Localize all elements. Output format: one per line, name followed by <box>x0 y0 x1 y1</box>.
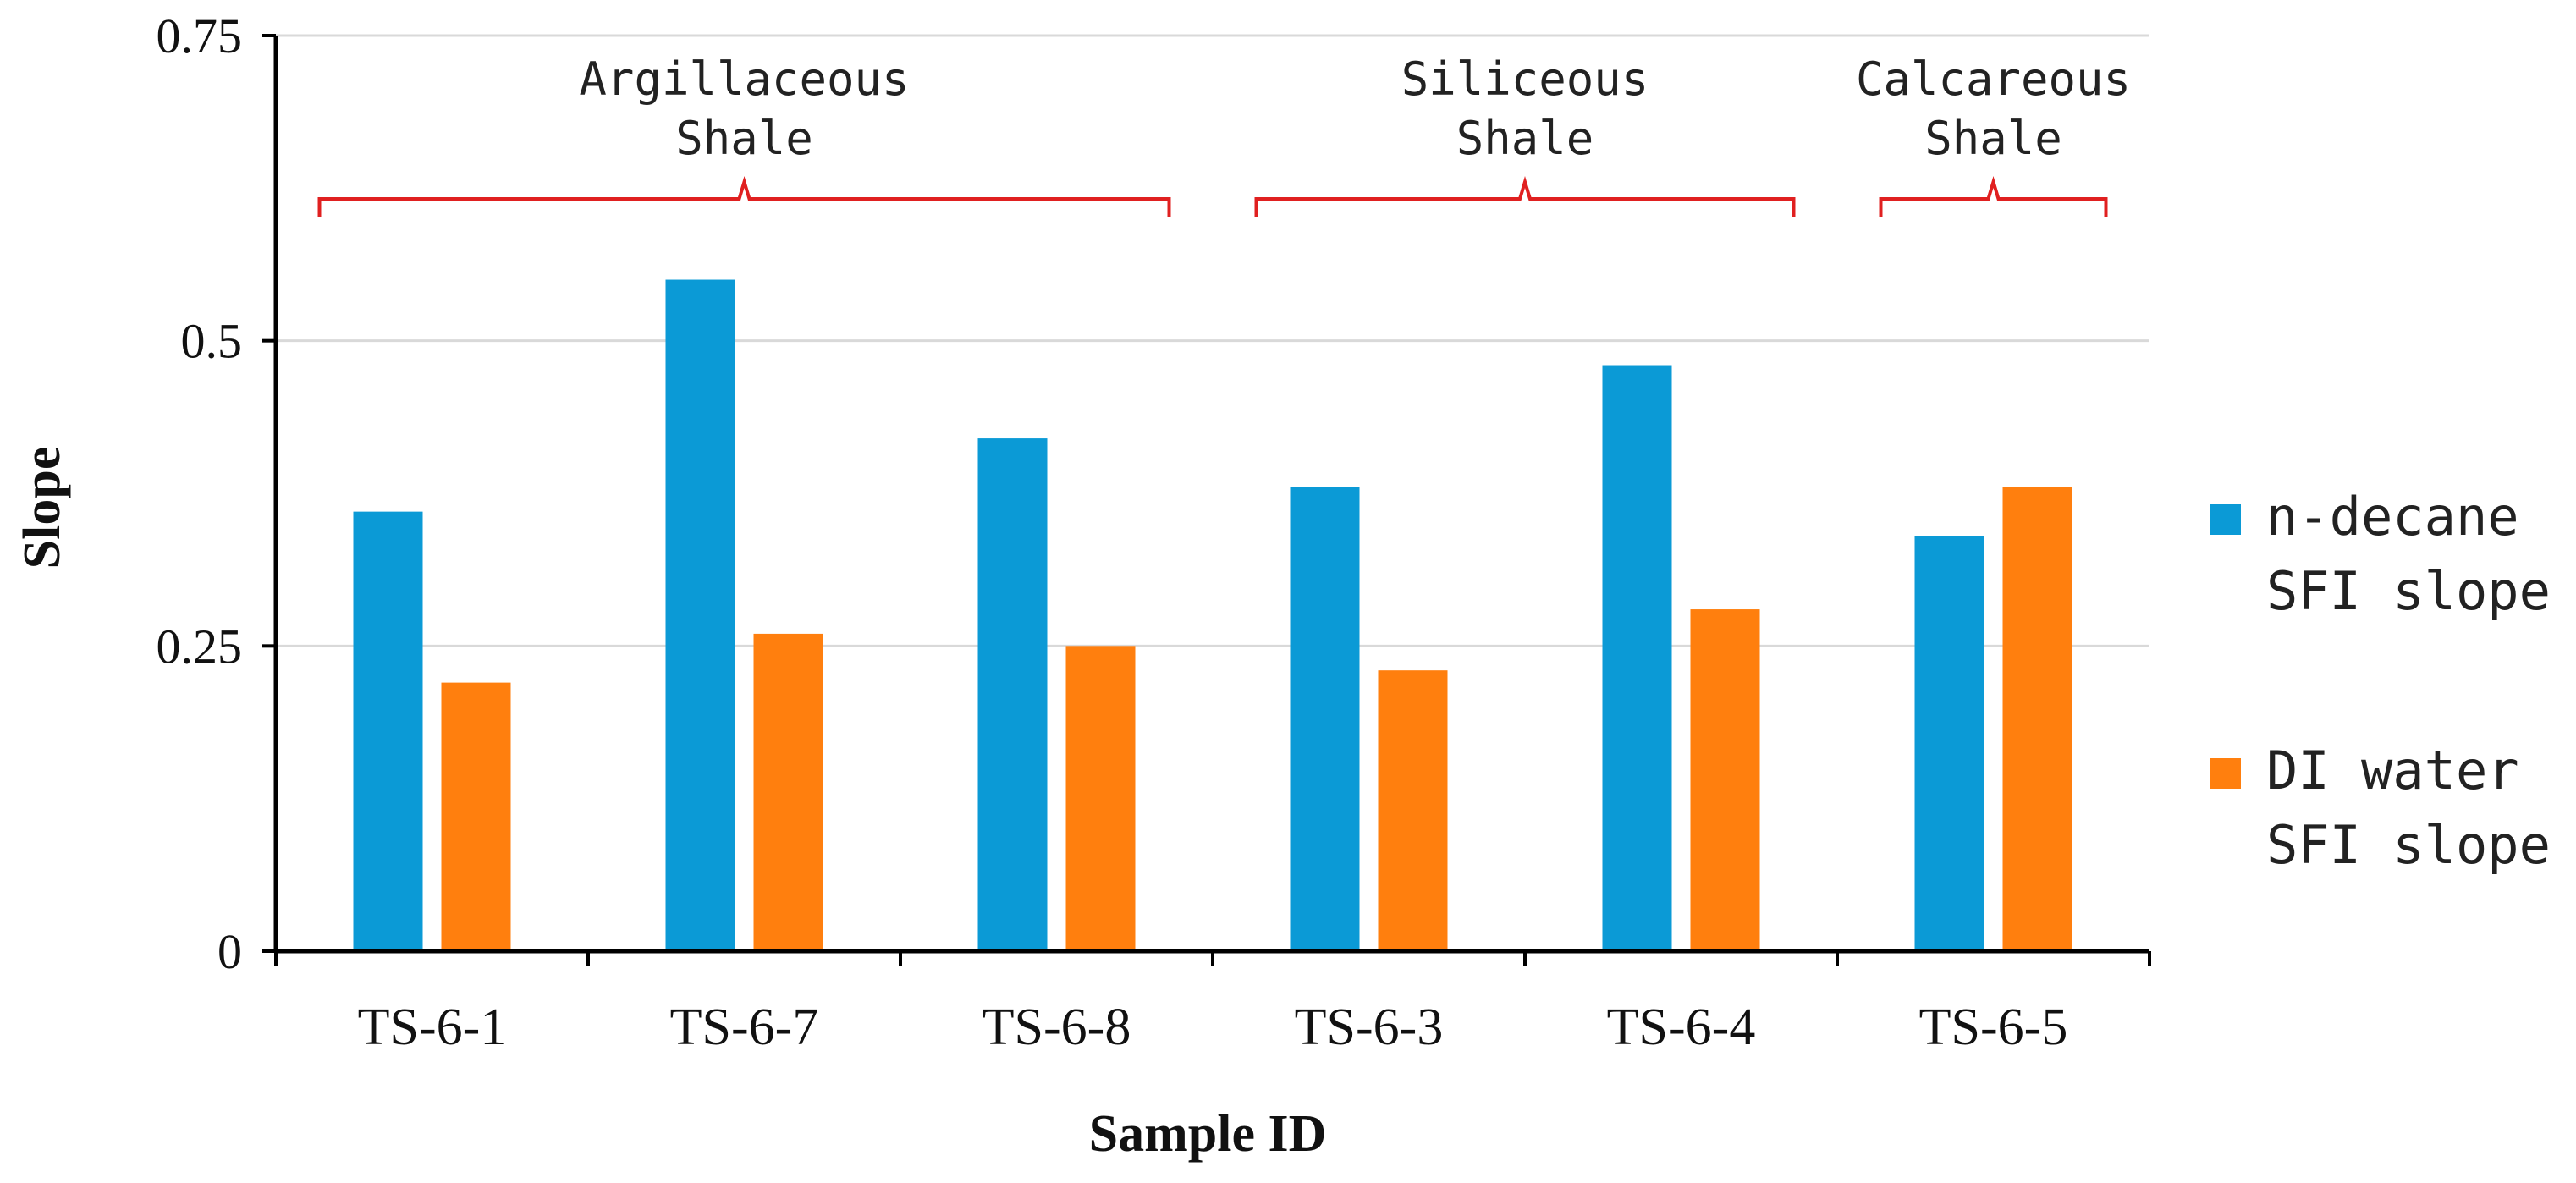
group-brace <box>317 176 1171 217</box>
y-tick-label: 0.5 <box>181 314 243 369</box>
x-axis-title: Sample ID <box>1089 1105 1327 1163</box>
bar-di-water-ts-6-8 <box>1065 646 1136 951</box>
x-tick-label: TS-6-5 <box>1919 999 2068 1056</box>
x-tick-label: TS-6-7 <box>670 999 819 1056</box>
legend-swatch <box>2210 504 2241 535</box>
group-label: Shale <box>1924 112 2062 165</box>
gridlines <box>276 34 2149 647</box>
group-label: Argillaceous <box>579 52 909 106</box>
bar-n-decane-ts-6-7 <box>665 279 735 951</box>
x-tick-label: TS-6-3 <box>1295 999 1444 1056</box>
bar-di-water-ts-6-5 <box>2002 487 2072 951</box>
legend-label: DI water <box>2266 740 2519 801</box>
bar-di-water-ts-6-3 <box>1378 670 1448 951</box>
axes: 0 0.25 0.5 0.75 TS-6-1 TS-6-7 TS-6-8 TS-6-3 TS-6… <box>157 8 2151 1056</box>
bar-di-water-ts-6-7 <box>753 633 823 951</box>
bar-di-water-ts-6-4 <box>1690 609 1760 951</box>
x-tick-label: TS-6-8 <box>983 999 1131 1056</box>
group-brace <box>1879 176 2108 217</box>
group-label: Shale <box>675 112 813 165</box>
x-tick-label: TS-6-4 <box>1607 999 1756 1056</box>
bar-n-decane-ts-6-5 <box>1914 536 1984 951</box>
bar-n-decane-ts-6-3 <box>1290 487 1360 951</box>
group-annotations: Argillaceous Shale Siliceous Shale Calcareou… <box>317 52 2131 217</box>
group-brace <box>1254 176 1796 217</box>
legend-label: SFI slope <box>2266 560 2551 622</box>
bars <box>353 279 2072 951</box>
legend-label: n-decane <box>2266 486 2519 547</box>
y-tick-label: 0.25 <box>157 619 243 674</box>
group-label: Calcareous <box>1856 52 2131 106</box>
legend-label: SFI slope <box>2266 814 2551 876</box>
group-label: Siliceous <box>1401 52 1649 106</box>
bar-n-decane-ts-6-4 <box>1602 365 1672 951</box>
x-tick-label: TS-6-1 <box>358 999 507 1056</box>
group-label: Shale <box>1456 112 1594 165</box>
bar-n-decane-ts-6-8 <box>977 438 1048 951</box>
y-axis-title: Slope <box>14 447 71 569</box>
bar-di-water-ts-6-1 <box>441 682 511 951</box>
legend: n-decane SFI slope DI water SFI slope <box>2210 486 2551 876</box>
y-tick-label: 0.75 <box>157 8 243 63</box>
bar-n-decane-ts-6-1 <box>353 511 423 951</box>
y-tick-label: 0 <box>217 924 242 979</box>
legend-swatch <box>2210 758 2241 789</box>
